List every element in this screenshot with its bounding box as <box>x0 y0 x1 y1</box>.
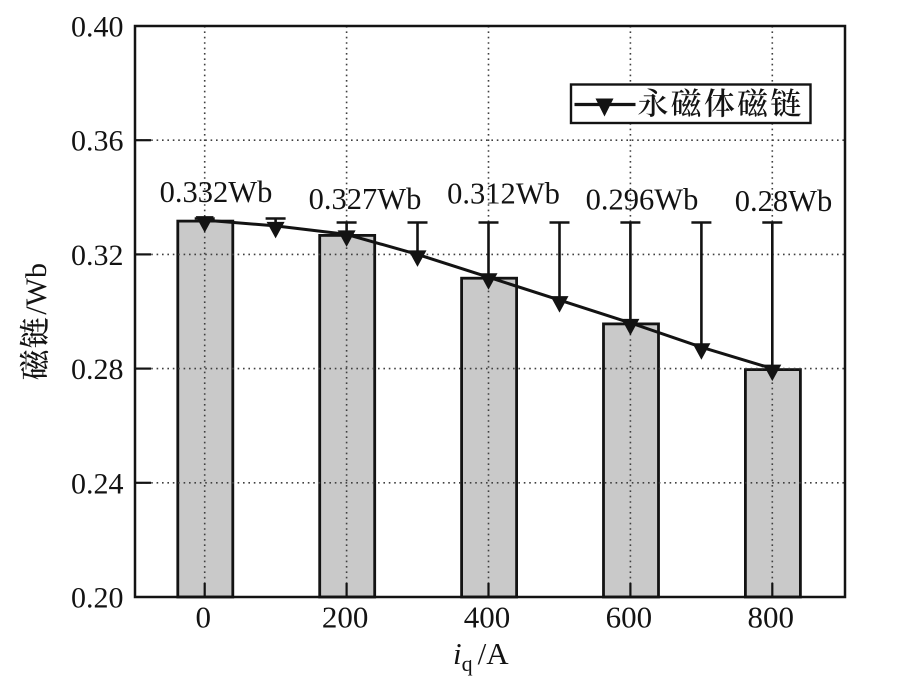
svg-text:600: 600 <box>606 600 653 635</box>
svg-text:0.312Wb: 0.312Wb <box>447 177 560 211</box>
svg-text:400: 400 <box>464 600 511 635</box>
svg-text:0.40: 0.40 <box>71 11 124 44</box>
svg-text:0.327Wb: 0.327Wb <box>309 182 422 216</box>
svg-text:0.332Wb: 0.332Wb <box>160 175 273 209</box>
svg-text:0.296Wb: 0.296Wb <box>586 183 699 217</box>
svg-text:0.28: 0.28 <box>71 353 124 386</box>
svg-text:0.20: 0.20 <box>71 582 124 615</box>
svg-text:0.36: 0.36 <box>71 125 124 158</box>
svg-text:0.28Wb: 0.28Wb <box>735 184 832 218</box>
svg-text:800: 800 <box>748 600 795 635</box>
svg-text:0: 0 <box>195 600 211 635</box>
svg-text:iq/A: iq/A <box>453 636 509 676</box>
svg-text:0.24: 0.24 <box>71 467 124 500</box>
svg-text:0.32: 0.32 <box>71 239 124 272</box>
svg-text:/Wb: /Wb <box>20 263 53 315</box>
svg-text:200: 200 <box>322 600 369 635</box>
